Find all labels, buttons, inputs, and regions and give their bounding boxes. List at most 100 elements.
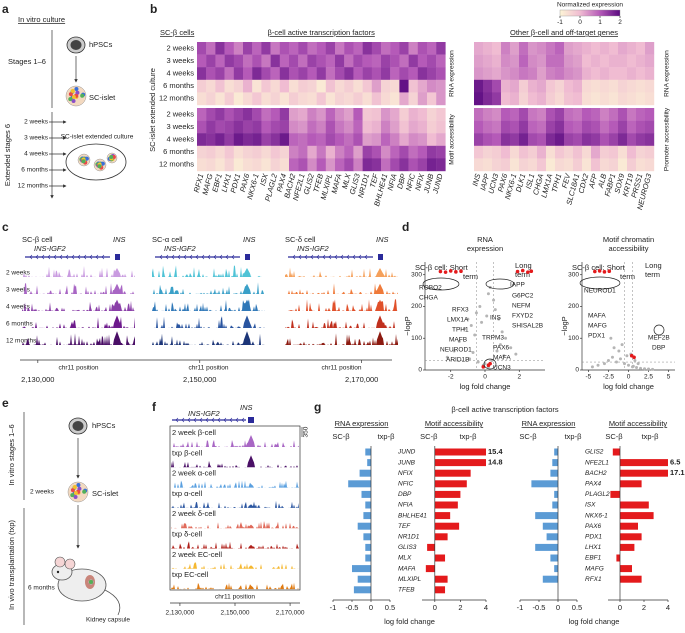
row-label: 12 months [159, 160, 194, 169]
gene-chevron [47, 254, 51, 260]
heatmap-cell [555, 145, 565, 159]
data-point [625, 354, 629, 358]
heatmap-cell [362, 145, 372, 159]
heatmap-cell [618, 54, 628, 68]
heatmap-cell [417, 158, 428, 172]
islet-cell [70, 89, 75, 94]
track-frame [169, 425, 301, 591]
heatmap-cell [344, 42, 354, 55]
bar [434, 554, 446, 562]
heatmap-cell [307, 92, 317, 106]
heatmap-cell [537, 54, 547, 68]
heatmap-cell [307, 120, 317, 134]
heatmap-cell [408, 42, 418, 55]
heatmap-cell [307, 133, 317, 146]
heatmap-cell [279, 108, 290, 121]
heatmap-cell [325, 67, 336, 80]
panel-letter: c [2, 220, 9, 234]
timepoint-label: 6 months [28, 585, 55, 592]
heatmap-cell [307, 158, 317, 172]
data-point [452, 349, 456, 353]
gene-annotation: NEFM [512, 303, 530, 310]
data-point [493, 308, 497, 312]
heatmap-cell [252, 54, 262, 68]
heatmap-cell [362, 54, 372, 68]
gene-chevron [187, 417, 191, 423]
mouse-ear [54, 556, 66, 568]
heatmap-cell [436, 133, 446, 146]
heatmap-cell [627, 108, 637, 121]
heatmap-cell [233, 145, 244, 159]
signal-track [285, 299, 398, 311]
heatmap-cell [474, 145, 484, 159]
bar [367, 459, 371, 467]
islet-cell [81, 159, 86, 164]
heatmap-cell [436, 54, 446, 68]
row-label: 6 months [163, 147, 194, 156]
heatmap-cell [261, 67, 271, 80]
heatmap-cell [600, 92, 610, 106]
icon-label: SC-islet extended culture [61, 134, 134, 141]
gene-chevron [95, 254, 99, 260]
heatmap-cell [344, 158, 354, 172]
axis-label: log fold change [603, 382, 654, 391]
heatmap-cell [381, 79, 391, 93]
bar [434, 448, 486, 456]
culture-dish [65, 143, 127, 181]
gene-label: NFIC [398, 481, 413, 488]
heatmap-cell [483, 133, 493, 146]
heatmap-cell [335, 133, 345, 146]
heatmap-cell [298, 79, 308, 93]
gene-chevron [298, 254, 302, 260]
gene-label: INS [243, 235, 256, 244]
data-point [622, 362, 626, 366]
icon-label: SC-islet [89, 93, 116, 102]
gene-annotation: MAFG [588, 323, 607, 330]
heatmap-cell [436, 120, 446, 134]
heatmap-cell [555, 67, 565, 80]
axis-label: log fold change [569, 617, 620, 626]
heatmap-cell [335, 158, 345, 172]
heatmap-cell [510, 158, 520, 172]
heatmap-cell [645, 54, 655, 68]
signal-track [152, 331, 265, 345]
gene-annotation: ARID1B [446, 357, 469, 364]
heatmap-cell [474, 133, 484, 146]
heatmap-cell [474, 92, 484, 106]
y-tick-label: 0 [575, 367, 579, 374]
data-point [466, 317, 470, 321]
cluster-circle [422, 277, 460, 291]
gene-chevron [181, 417, 185, 423]
heatmap-cell [399, 158, 409, 172]
bar [554, 565, 558, 573]
sub-header: txp-β [460, 432, 478, 441]
signal-track [285, 315, 398, 328]
heatmap-cell [591, 133, 601, 146]
heatmap-cell [279, 120, 290, 134]
heatmap-cell [492, 79, 502, 93]
icon-label: Kidney capsule [86, 617, 130, 624]
gene-label: ISX [585, 502, 596, 509]
sub-header: SC-β [420, 432, 438, 441]
heatmap-cell [636, 108, 646, 121]
track-label: txp δ-cell [172, 529, 202, 538]
heatmap-cell [546, 133, 556, 146]
colorbar [559, 9, 621, 17]
signal-track [22, 331, 135, 345]
heatmap-cell [325, 108, 336, 121]
heatmap-title: β-cell active transcription factors [268, 28, 376, 37]
heatmap-cell [325, 120, 336, 134]
heatmap-cell [408, 79, 418, 93]
row-label: 4 weeks [6, 304, 31, 311]
heatmap-cell [233, 120, 244, 134]
cluster-circle [579, 276, 621, 290]
track-label: txp α-cell [172, 489, 203, 498]
heatmap-cell [600, 42, 610, 55]
gene-chevron [205, 417, 209, 423]
heatmap-cell [408, 158, 418, 172]
heatmap-cell [307, 42, 317, 55]
heatmap-cell [609, 42, 619, 55]
heatmap-cell [537, 67, 547, 80]
data-point [612, 346, 616, 350]
axis-label: chr11 position [215, 594, 255, 601]
